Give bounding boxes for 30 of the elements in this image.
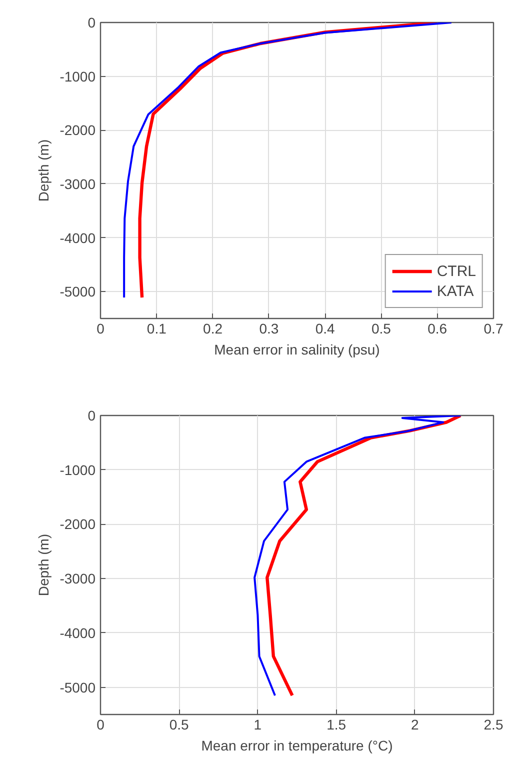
legend-label: KATA — [436, 282, 474, 300]
y-tick-label: 0 — [88, 408, 96, 424]
y-tick-label: -1000 — [60, 462, 96, 478]
x-tick-label: 0.7 — [484, 320, 504, 336]
x-tick-label: 0.6 — [428, 320, 448, 336]
x-tick-label: 2 — [411, 716, 420, 732]
x-tick-label: 2.5 — [484, 716, 504, 732]
x-tick-label: 1.5 — [326, 716, 346, 732]
y-tick-label: -5000 — [60, 284, 96, 300]
legend-label: CTRL — [436, 262, 476, 280]
y-tick-label: -2000 — [60, 516, 96, 532]
y-tick-label: -5000 — [60, 679, 96, 696]
y-tick-label: -3000 — [60, 570, 96, 587]
x-axis-title: Mean error in salinity (psu) — [214, 342, 380, 358]
x-tick-label: 0.1 — [146, 320, 167, 336]
x-tick-label: 0.2 — [203, 320, 223, 336]
y-tick-label: -1000 — [60, 68, 96, 84]
x-tick-label: 1 — [254, 716, 262, 732]
y-tick-label: -4000 — [60, 624, 96, 641]
y-tick-label: -4000 — [60, 230, 96, 246]
y-tick-label: -3000 — [60, 176, 96, 192]
y-axis-title: Depth (m) — [36, 139, 52, 202]
x-tick-label: 0.4 — [315, 320, 336, 336]
x-tick-label: 0.3 — [259, 320, 279, 336]
x-tick-label: 0.5 — [169, 716, 190, 732]
y-tick-label: 0 — [88, 14, 96, 30]
y-axis-title: Depth (m) — [36, 534, 52, 596]
y-tick-label: -2000 — [60, 122, 96, 138]
x-tick-label: 0.5 — [371, 320, 392, 336]
x-axis-title: Mean error in temperature (°C) — [201, 738, 393, 754]
